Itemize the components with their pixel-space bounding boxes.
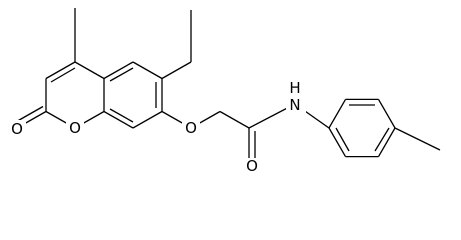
bond [377, 99, 396, 129]
label-background [8, 120, 26, 138]
atom-label: O [69, 119, 81, 137]
structure-diagram: O O O O N H [8, 8, 441, 176]
bond [328, 99, 347, 129]
atom-label: H [289, 79, 300, 97]
bond [132, 61, 163, 80]
bonds [13, 8, 441, 161]
bond [219, 110, 250, 129]
label-background [66, 119, 84, 137]
bond [394, 127, 441, 151]
bond [45, 61, 76, 80]
label-background [243, 158, 261, 176]
bond [161, 61, 192, 80]
atom-label: O [11, 120, 23, 138]
bond [335, 127, 350, 152]
bond [328, 127, 347, 157]
atom-label: O [185, 119, 197, 137]
atom-label: O [246, 157, 258, 175]
bond [109, 108, 134, 123]
atom-labels: O O O O N H [8, 79, 306, 176]
bond [74, 61, 105, 80]
label-background [286, 80, 306, 114]
bond [109, 67, 134, 82]
bond [374, 127, 390, 152]
bond [103, 110, 134, 129]
bond [103, 61, 134, 80]
bond [377, 127, 396, 157]
bond [132, 110, 163, 129]
atom-label: N [289, 96, 300, 114]
bond [50, 67, 76, 83]
label-background [182, 119, 200, 137]
